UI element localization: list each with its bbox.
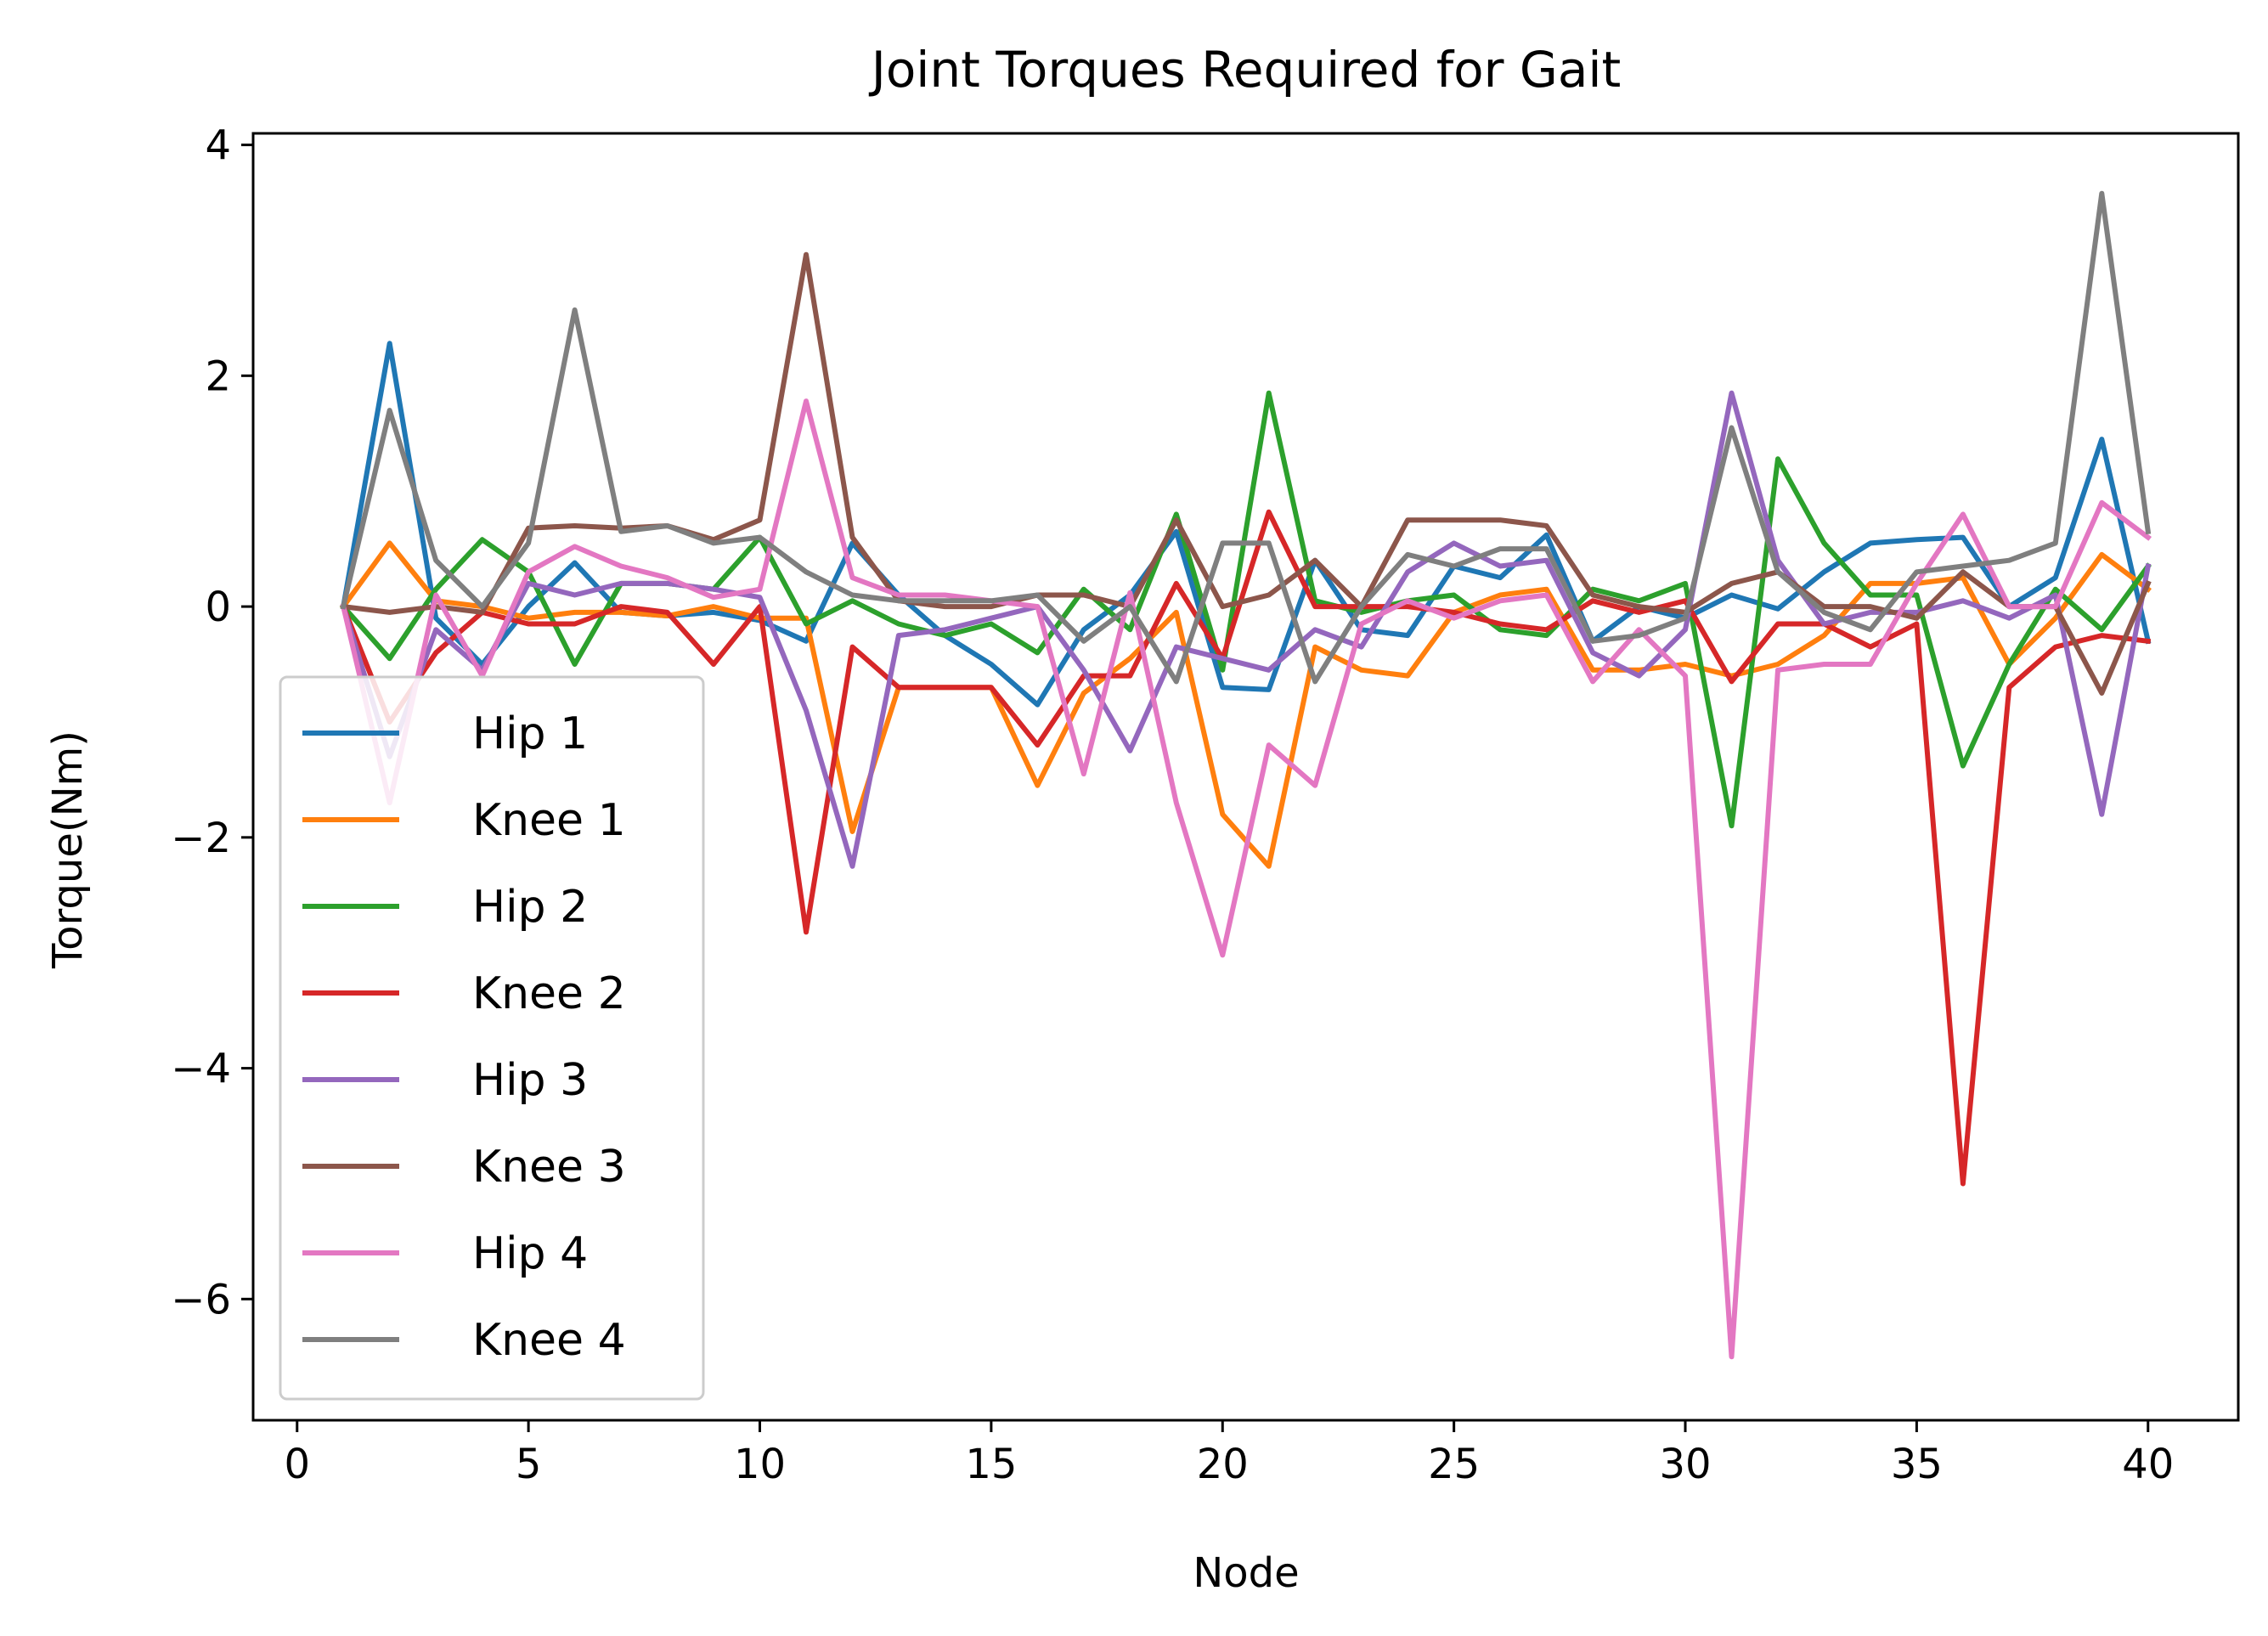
x-tick-label: 5 [516, 1441, 542, 1488]
x-tick-label: 30 [1659, 1441, 1711, 1488]
x-tick-label: 25 [1428, 1441, 1480, 1488]
x-tick-label: 40 [2122, 1441, 2174, 1488]
series-line-knee-4 [340, 190, 2152, 685]
legend-label-knee-3: Knee 3 [472, 1142, 626, 1193]
y-tick-label: 4 [205, 122, 231, 170]
legend-label-hip-4: Hip 4 [472, 1228, 588, 1279]
y-tick-label: 0 [205, 584, 231, 631]
legend-label-knee-4: Knee 4 [472, 1315, 626, 1366]
legend-label-knee-1: Knee 1 [472, 795, 626, 846]
x-axis-label: Node [1193, 1549, 1299, 1597]
series-line-knee-2 [340, 509, 2152, 1187]
y-tick-label: −4 [171, 1046, 231, 1093]
y-axis-label: Torque(Nm) [44, 731, 92, 969]
legend-label-hip-1: Hip 1 [472, 708, 588, 759]
series-line-hip-3 [340, 390, 2152, 869]
series-line-knee-3 [340, 251, 2152, 696]
chart-title: Joint Torques Required for Gait [869, 41, 1622, 99]
x-tick-label: 10 [734, 1441, 786, 1488]
legend-label-hip-3: Hip 3 [472, 1055, 588, 1106]
y-tick-label: 2 [205, 353, 231, 400]
x-tick-label: 15 [965, 1441, 1017, 1488]
plot-area [339, 190, 2152, 1360]
x-tick-label: 35 [1891, 1441, 1943, 1488]
y-tick-label: −2 [171, 815, 231, 862]
x-tick-label: 0 [284, 1441, 310, 1488]
x-tick-label: 20 [1197, 1441, 1249, 1488]
y-tick-label: −6 [171, 1276, 231, 1323]
legend: Hip 1 Knee 1 Hip 2 Knee 2 Hip 3 Knee 3 Hip 4 Kn… [279, 675, 705, 1401]
legend-box [279, 675, 705, 1401]
series-line-hip-4 [340, 398, 2152, 1360]
plot-frame [251, 132, 2240, 1422]
legend-label-hip-2: Hip 2 [472, 882, 588, 933]
legend-label-knee-2: Knee 2 [472, 968, 626, 1019]
